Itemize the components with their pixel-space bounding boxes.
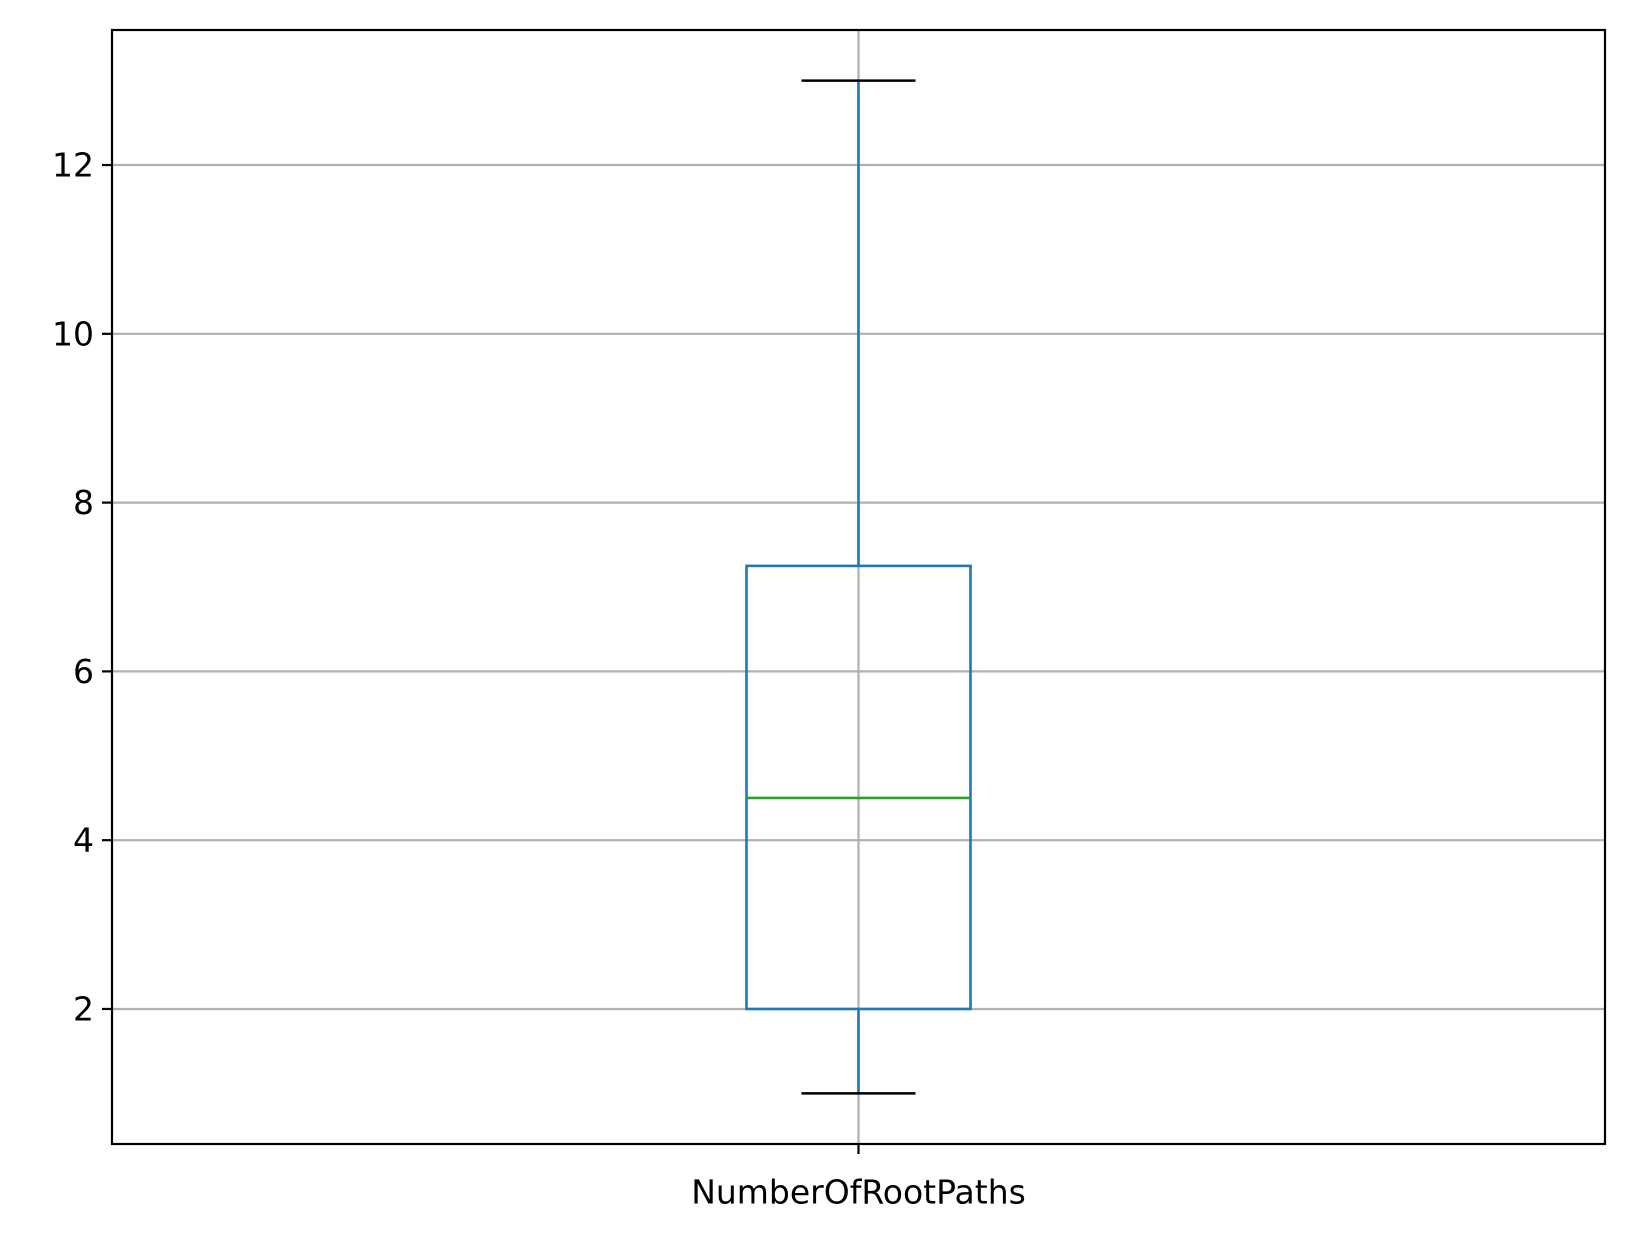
y-tick-label: 8 — [73, 483, 94, 522]
axes: 2 4 6 8 10 12 NumberOfRootPaths — [52, 146, 1026, 1212]
iqr-box — [745, 564, 972, 1011]
y-tick-label: 10 — [52, 314, 94, 353]
y-tick-label: 2 — [73, 989, 94, 1028]
y-tick-label: 4 — [73, 821, 94, 860]
y-tick-label: 12 — [52, 146, 94, 185]
x-tick-label: NumberOfRootPaths — [691, 1173, 1026, 1212]
y-tick-label: 6 — [73, 652, 94, 691]
box-plot-series — [745, 79, 972, 1095]
